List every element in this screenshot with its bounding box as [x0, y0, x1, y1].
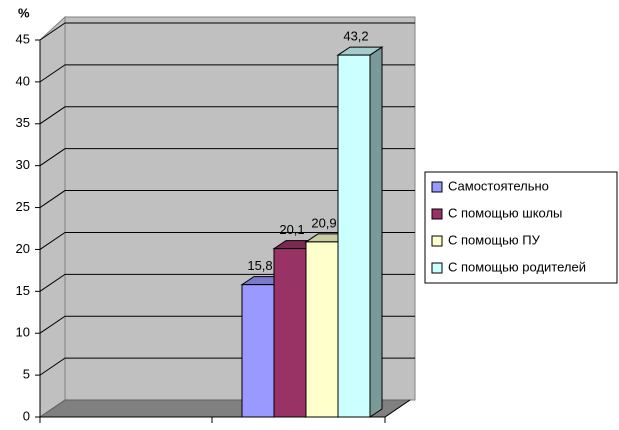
legend-swatch: [431, 181, 443, 193]
side-wall: [39, 15, 66, 418]
y-tick-label: 15: [16, 283, 30, 298]
value-label: 20,1: [279, 222, 304, 237]
legend-label: Самостоятельно: [448, 178, 549, 193]
grid-line: [39, 190, 415, 208]
x-axis-edge: [384, 399, 411, 418]
legend-label: С помощью ПУ: [448, 232, 541, 247]
y-tick-label: 0: [23, 408, 30, 423]
y-tick-label: 25: [16, 199, 30, 214]
y-tick-label: 40: [16, 73, 30, 88]
bar: [305, 241, 339, 418]
y-tick-label: 20: [16, 241, 30, 256]
grid-line: [39, 64, 415, 83]
grid-line: [39, 106, 415, 125]
grid-line: [39, 148, 415, 167]
legend-label: С помощью родителей: [448, 259, 586, 274]
y-tick-label: 35: [16, 115, 30, 130]
value-label: 15,8: [247, 258, 272, 273]
legend-swatch: [431, 262, 443, 274]
legend-label: С помощью школы: [448, 205, 562, 220]
bar: [337, 54, 371, 418]
legend: [424, 171, 618, 284]
bar: [241, 284, 275, 418]
bar: [273, 248, 307, 418]
legend-swatch: [431, 235, 443, 247]
y-tick-label: 5: [23, 367, 30, 382]
legend-swatch: [431, 208, 443, 220]
y-tick-label: 30: [16, 157, 30, 172]
y-tick-label: 45: [16, 31, 30, 46]
y-tick-label: 10: [16, 325, 30, 340]
bar-side: [369, 46, 383, 418]
grid-line: [39, 22, 415, 41]
value-label: 43,2: [343, 29, 368, 44]
y-axis-label: %: [18, 5, 30, 20]
grid-line: [39, 231, 415, 250]
value-label: 20,9: [311, 215, 336, 230]
